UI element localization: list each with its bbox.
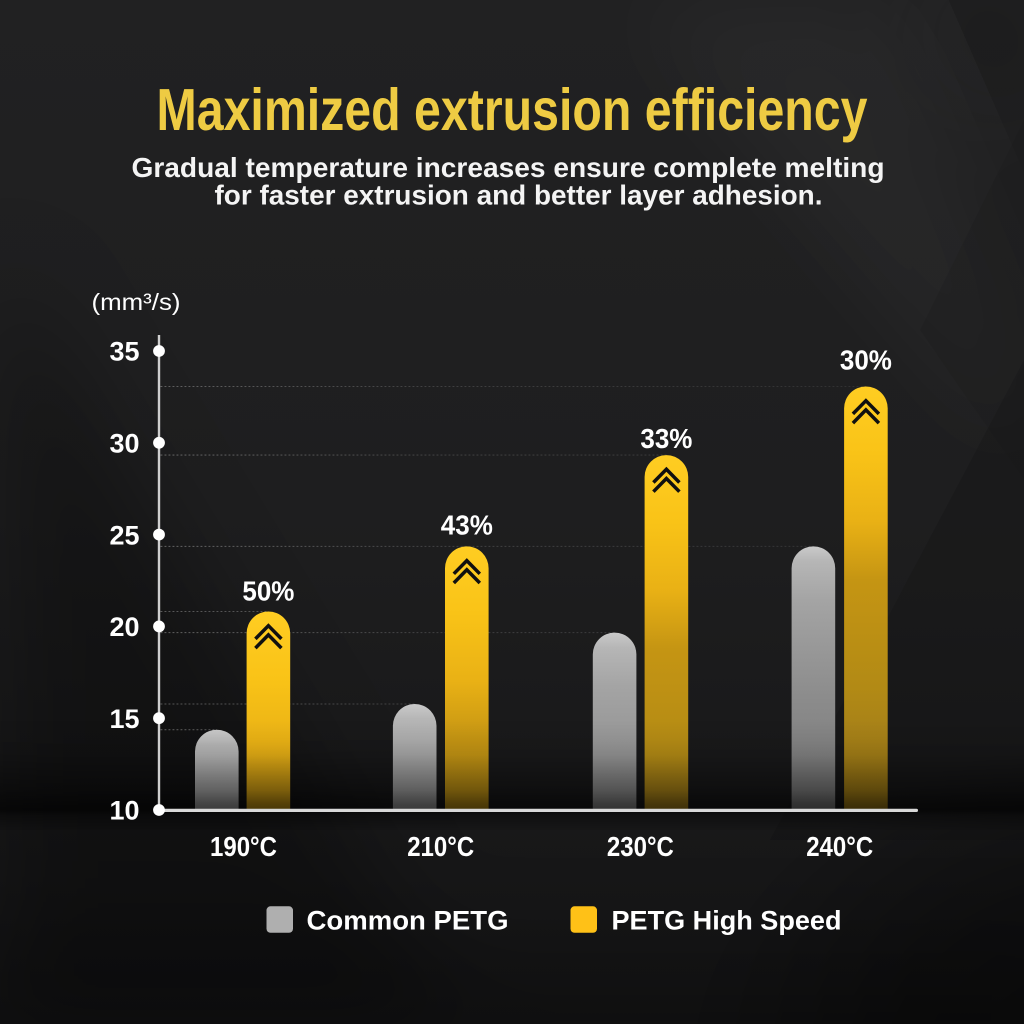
svg-text:for faster extrusion and bette: for faster extrusion and better layer ad…	[215, 180, 823, 211]
svg-text:Maximized extrusion efficiency: Maximized extrusion efficiency	[157, 77, 868, 143]
svg-text:PETG High Speed: PETG High Speed	[612, 906, 842, 936]
svg-text:Common PETG: Common PETG	[307, 906, 509, 936]
svg-text:(mm³/s): (mm³/s)	[92, 289, 181, 315]
svg-text:240°C: 240°C	[806, 831, 873, 862]
svg-text:30%: 30%	[840, 345, 892, 376]
svg-text:43%: 43%	[441, 510, 493, 541]
svg-text:25: 25	[110, 520, 140, 550]
svg-text:20: 20	[110, 612, 140, 642]
svg-text:30: 30	[110, 429, 140, 459]
svg-text:10: 10	[110, 796, 140, 826]
svg-text:35: 35	[110, 337, 140, 367]
svg-text:230°C: 230°C	[607, 831, 674, 862]
svg-text:50%: 50%	[242, 575, 294, 606]
svg-text:15: 15	[110, 704, 140, 734]
svg-text:190°C: 190°C	[210, 831, 277, 862]
svg-text:210°C: 210°C	[407, 831, 474, 862]
svg-text:33%: 33%	[640, 423, 692, 454]
svg-text:Gradual temperature increases: Gradual temperature increases ensure com…	[132, 152, 885, 183]
